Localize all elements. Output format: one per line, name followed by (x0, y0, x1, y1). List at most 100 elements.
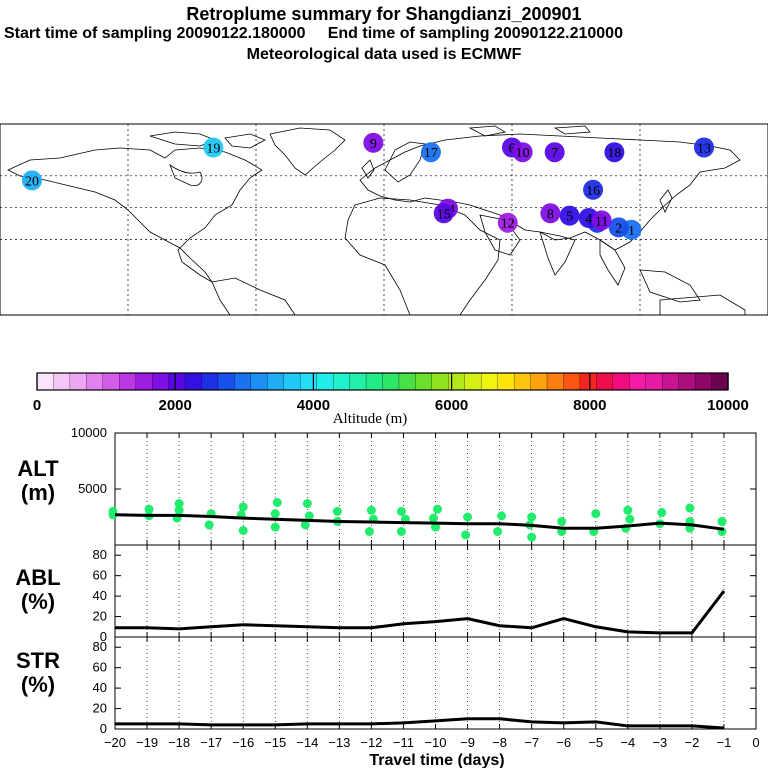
x-tick-label: −1 (717, 735, 732, 750)
altitude-point (557, 516, 567, 526)
colorbar-cell (184, 372, 203, 391)
sampling-times: Start time of sampling 20090122.180000 E… (4, 25, 623, 42)
colorbar-cell (201, 372, 219, 391)
altitude-point (591, 509, 601, 519)
x-tick-label: −14 (296, 735, 318, 750)
abl-panel: 80 60 40 20 0 ABL(%) (15, 544, 757, 644)
cluster-marker (559, 205, 580, 226)
colorbar-cell (316, 372, 334, 391)
altitude-point (431, 522, 440, 532)
colorbar-tick-label: 8000 (573, 397, 606, 414)
map-cluster-markers: 1234567891011121314151617181920 (22, 132, 714, 240)
x-tick-label: −10 (424, 735, 446, 750)
x-tick-label: −11 (393, 735, 414, 750)
y-tick-label: 80 (93, 547, 107, 562)
altitude-point (144, 504, 154, 514)
colorbar-cell (119, 372, 137, 391)
colorbar-cell (53, 372, 71, 391)
x-tick-label: 0 (752, 735, 759, 750)
x-tick-label: −4 (620, 735, 635, 750)
y-tick-label: 0 (100, 629, 107, 644)
colorbar-cell (596, 372, 614, 391)
altitude-point (463, 512, 473, 522)
altitude-point (174, 499, 184, 509)
colorbar-cell (168, 372, 186, 391)
colorbar-cell (398, 372, 417, 391)
colorbar-cell (563, 372, 581, 391)
x-tick-label: −20 (104, 735, 126, 750)
cluster-label: 11 (595, 214, 608, 229)
x-tick-label: −7 (524, 735, 539, 750)
cluster-label: 4 (585, 212, 592, 227)
colorbar-cell (349, 372, 367, 391)
cluster-marker (203, 137, 224, 158)
cluster-marker (497, 212, 518, 233)
y-tick-label: 40 (93, 680, 107, 695)
cluster-label: 12 (501, 217, 515, 232)
altitude-point (304, 511, 314, 521)
x-tick-label: −13 (328, 735, 350, 750)
x-tick-label: −2 (684, 735, 699, 750)
cluster-label: 2 (615, 221, 622, 236)
x-tick-label: −3 (652, 735, 667, 750)
x-tick-label: −9 (460, 735, 475, 750)
colorbar-cell (481, 372, 499, 391)
altitude-point (332, 506, 342, 516)
y-tick-label: 10000 (71, 425, 107, 440)
colorbar-cell (579, 372, 598, 391)
cluster-label: 16 (586, 184, 600, 199)
altitude-point (433, 504, 442, 514)
altitude-point (717, 516, 727, 526)
colorbar-tick-label: 2000 (159, 397, 192, 414)
map-panel: 1234567891011121314151617181920 (0, 123, 768, 316)
altitude-point (364, 527, 374, 537)
y-axis-unit: (%) (21, 672, 55, 697)
altitude-point (270, 509, 280, 519)
altitude-point (429, 513, 438, 523)
cluster-label: 10 (516, 146, 530, 161)
cluster-label: 15 (437, 207, 451, 222)
altitude-point (396, 527, 406, 537)
x-tick-label: −6 (556, 735, 571, 750)
colorbar-cell (464, 372, 482, 391)
panel-frame (114, 636, 757, 730)
colorbar-cell (678, 372, 696, 391)
colorbar-cell (612, 372, 630, 391)
colorbar-cell (152, 372, 170, 391)
colorbar-cell (415, 372, 433, 391)
altitude-point (527, 532, 537, 542)
x-axis-title: Travel time (days) (369, 752, 504, 768)
cluster-label: 7 (551, 146, 558, 161)
cluster-label: 20 (25, 174, 39, 189)
x-tick-label: −16 (232, 735, 254, 750)
colorbar-tick-label: 4000 (297, 397, 330, 414)
y-axis-title: STR (16, 648, 60, 673)
cluster-marker (540, 203, 561, 224)
y-axis-title: ALT (17, 456, 59, 481)
y-tick-label: 0 (100, 721, 107, 736)
cluster-marker (512, 142, 533, 163)
colorbar-cell (382, 372, 400, 391)
colorbar-cell (530, 372, 548, 391)
altitude-point (174, 505, 184, 515)
x-tick-label: −5 (588, 735, 603, 750)
cluster-label: 19 (206, 142, 220, 157)
altitude-point (366, 505, 376, 515)
colorbar-cell (69, 372, 88, 391)
altitude-point (527, 512, 537, 522)
altitude-point (396, 506, 406, 516)
altitude-point (272, 497, 282, 507)
altitude-point (204, 520, 214, 530)
altitude-point (685, 503, 695, 513)
altitude-point (497, 511, 507, 521)
y-axis-title: ABL (15, 565, 60, 590)
cluster-label: 17 (424, 146, 438, 161)
y-tick-label: 20 (93, 701, 107, 716)
colorbar-cell (283, 372, 301, 391)
y-axis-unit: (m) (21, 480, 55, 505)
colorbar-cell (497, 372, 515, 391)
colorbar-cell (217, 372, 236, 391)
colorbar-cell (629, 372, 647, 391)
